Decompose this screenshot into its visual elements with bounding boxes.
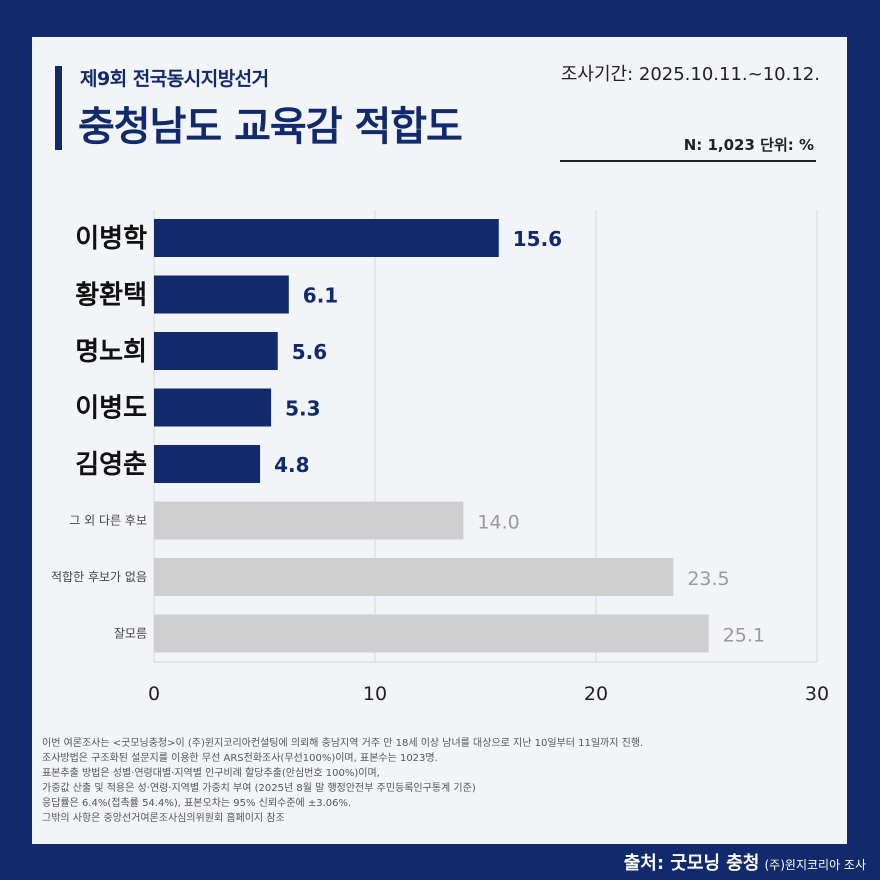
bar <box>154 445 261 483</box>
value-label: 5.6 <box>292 340 327 364</box>
note-line: 응답률은 6.4%(접촉률 54.4%), 표본오차는 95% 신뢰수준에 ±3… <box>42 798 352 809</box>
sample-and-unit: N: 1,023 단위: % <box>683 136 814 154</box>
election-subtitle: 제9회 전국동시지방선거 <box>80 68 269 90</box>
category-label: 적합한 후보가 없음 <box>51 570 147 584</box>
x-tick-label: 20 <box>584 683 608 705</box>
x-tick-label: 10 <box>363 683 387 705</box>
header-underline <box>560 160 816 162</box>
survey-notes: 이번 여론조사는 <굿모닝충청>이 (주)윈지코리아컨설팅에 의뢰해 충남지역 … <box>42 736 832 826</box>
category-label: 명노희 <box>75 337 147 367</box>
title-accent-bar <box>55 66 62 150</box>
category-label: 잘모름 <box>114 627 147 641</box>
category-label: 이병학 <box>75 224 147 254</box>
value-label: 23.5 <box>687 568 729 590</box>
source-credit: 출처: 굿모닝 충청 (주)윈지코리아 조사 <box>624 849 866 875</box>
source-sub: (주)윈지코리아 조사 <box>764 858 867 872</box>
bar <box>154 388 272 427</box>
category-label: 그 외 다른 후보 <box>69 514 147 528</box>
bar <box>154 275 289 314</box>
note-line: 그밖의 사항은 중앙선거여론조사심의위원회 홈페이지 참조 <box>42 813 285 824</box>
value-label: 5.3 <box>285 397 320 421</box>
note-line: 이번 여론조사는 <굿모닝충청>이 (주)윈지코리아컨설팅에 의뢰해 충남지역 … <box>42 738 644 749</box>
value-label: 15.6 <box>513 227 562 251</box>
value-label: 25.1 <box>723 625 765 647</box>
category-label: 이병도 <box>75 394 147 424</box>
bar <box>154 219 499 257</box>
note-line: 조사방법은 구조화된 설문지를 이용한 무선 ARS전화조사(무선100%)이며… <box>42 753 438 764</box>
bar <box>154 332 278 370</box>
source-main: 출처: 굿모닝 충청 <box>623 853 760 874</box>
note-line: 표본추출 방법은 성별·연령대별·지역별 인구비례 할당추출(안심번호 100%… <box>42 768 380 779</box>
note-line: 가중값 산출 및 적용은 성·연령·지역별 가중치 부여 (2025년 8월 말… <box>42 783 476 794</box>
survey-period: 조사기간: 2025.10.11.~10.12. <box>560 64 820 85</box>
bar <box>154 501 464 540</box>
chart-title: 충청남도 교육감 적합도 <box>78 104 463 150</box>
bar <box>154 614 709 653</box>
category-label: 김영춘 <box>75 450 147 480</box>
value-label: 4.8 <box>274 453 309 477</box>
content-panel <box>32 37 847 844</box>
x-tick-label: 30 <box>805 683 829 705</box>
value-label: 6.1 <box>303 284 338 308</box>
x-tick-label: 0 <box>148 683 160 705</box>
value-label: 14.0 <box>477 512 519 534</box>
bar <box>154 558 674 596</box>
category-label: 황환택 <box>75 281 147 311</box>
